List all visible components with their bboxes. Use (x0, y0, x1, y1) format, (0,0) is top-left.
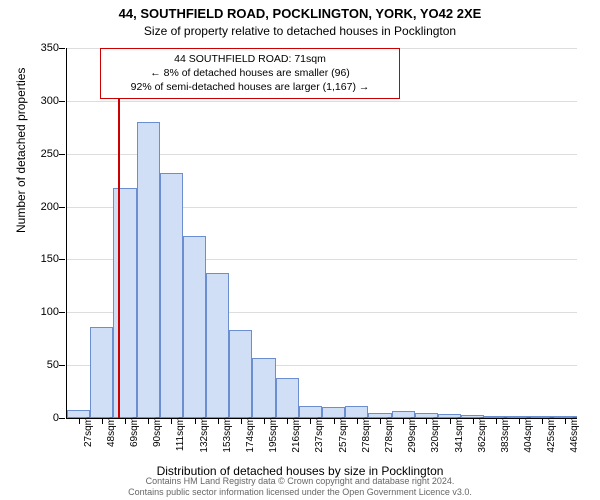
x-tick (287, 418, 288, 424)
y-tick (59, 207, 65, 208)
histogram-bar (252, 358, 275, 418)
histogram-bar (90, 327, 113, 418)
y-tick-label: 50 (19, 359, 59, 371)
x-tick (148, 418, 149, 424)
x-tick-label: 383sqm (500, 417, 511, 453)
y-tick (59, 259, 65, 260)
x-tick-label: 216sqm (291, 417, 302, 453)
x-tick (473, 418, 474, 424)
x-tick-label: 174sqm (245, 417, 256, 453)
footer-line-1: Contains HM Land Registry data © Crown c… (0, 476, 600, 487)
histogram-bar (137, 122, 160, 418)
x-tick (171, 418, 172, 424)
x-tick (426, 418, 427, 424)
x-tick-label: 111sqm (175, 417, 186, 451)
y-tick-label: 150 (19, 253, 59, 265)
x-tick (565, 418, 566, 424)
histogram-bar (113, 188, 136, 418)
x-tick-label: 132sqm (199, 417, 210, 453)
y-tick-label: 0 (19, 412, 59, 424)
footer-line-2: Contains public sector information licen… (0, 487, 600, 498)
histogram-bar (160, 173, 183, 418)
x-tick-label: 278sqm (361, 417, 372, 453)
annotation-line-2: ← 8% of detached houses are smaller (96) (105, 66, 395, 80)
x-tick-label: 404sqm (523, 417, 534, 453)
y-tick-label: 250 (19, 148, 59, 160)
x-tick (310, 418, 311, 424)
y-tick-label: 100 (19, 306, 59, 318)
y-tick-label: 350 (19, 42, 59, 54)
x-tick-label: 278sqm (384, 417, 395, 453)
annotation-line-3: 92% of semi-detached houses are larger (… (105, 80, 395, 94)
x-tick-label: 90sqm (152, 417, 163, 447)
x-tick (102, 418, 103, 424)
x-tick (195, 418, 196, 424)
x-tick (334, 418, 335, 424)
x-tick-label: 237sqm (314, 417, 325, 453)
x-tick-label: 153sqm (222, 417, 233, 453)
histogram-bar (183, 236, 206, 418)
x-tick-label: 425sqm (546, 417, 557, 453)
x-tick-label: 341sqm (454, 417, 465, 453)
x-tick (542, 418, 543, 424)
y-tick-label: 300 (19, 95, 59, 107)
chart-area: 05010015020025030035027sqm48sqm69sqm90sq… (66, 48, 576, 418)
x-tick (218, 418, 219, 424)
x-tick (241, 418, 242, 424)
histogram-bar (276, 378, 299, 418)
x-tick-label: 257sqm (338, 417, 349, 453)
chart-subtitle: Size of property relative to detached ho… (0, 24, 600, 38)
y-tick-label: 200 (19, 201, 59, 213)
histogram-bar (229, 330, 252, 418)
histogram-bar (206, 273, 229, 418)
x-tick-label: 48sqm (106, 417, 117, 447)
footer: Contains HM Land Registry data © Crown c… (0, 476, 600, 498)
y-tick (59, 154, 65, 155)
x-tick-label: 446sqm (569, 417, 580, 453)
y-tick (59, 101, 65, 102)
chart-title: 44, SOUTHFIELD ROAD, POCKLINGTON, YORK, … (0, 6, 600, 21)
y-tick (59, 365, 65, 366)
property-marker-line (118, 48, 120, 418)
annotation-box: 44 SOUTHFIELD ROAD: 71sqm ← 8% of detach… (100, 48, 400, 99)
x-tick (519, 418, 520, 424)
plot-region: 05010015020025030035027sqm48sqm69sqm90sq… (66, 48, 577, 419)
gridline (67, 101, 577, 102)
x-tick (403, 418, 404, 424)
y-tick (59, 312, 65, 313)
x-tick (357, 418, 358, 424)
x-tick (125, 418, 126, 424)
x-tick (264, 418, 265, 424)
y-tick (59, 48, 65, 49)
x-tick-label: 362sqm (477, 417, 488, 453)
x-tick-label: 320sqm (430, 417, 441, 453)
x-tick (496, 418, 497, 424)
x-tick (450, 418, 451, 424)
y-tick (59, 418, 65, 419)
annotation-line-1: 44 SOUTHFIELD ROAD: 71sqm (105, 52, 395, 66)
x-tick (380, 418, 381, 424)
x-tick-label: 299sqm (407, 417, 418, 453)
x-tick-label: 195sqm (268, 417, 279, 453)
x-tick (79, 418, 80, 424)
x-tick-label: 27sqm (83, 417, 94, 447)
chart-container: 44, SOUTHFIELD ROAD, POCKLINGTON, YORK, … (0, 0, 600, 500)
x-tick-label: 69sqm (129, 417, 140, 447)
